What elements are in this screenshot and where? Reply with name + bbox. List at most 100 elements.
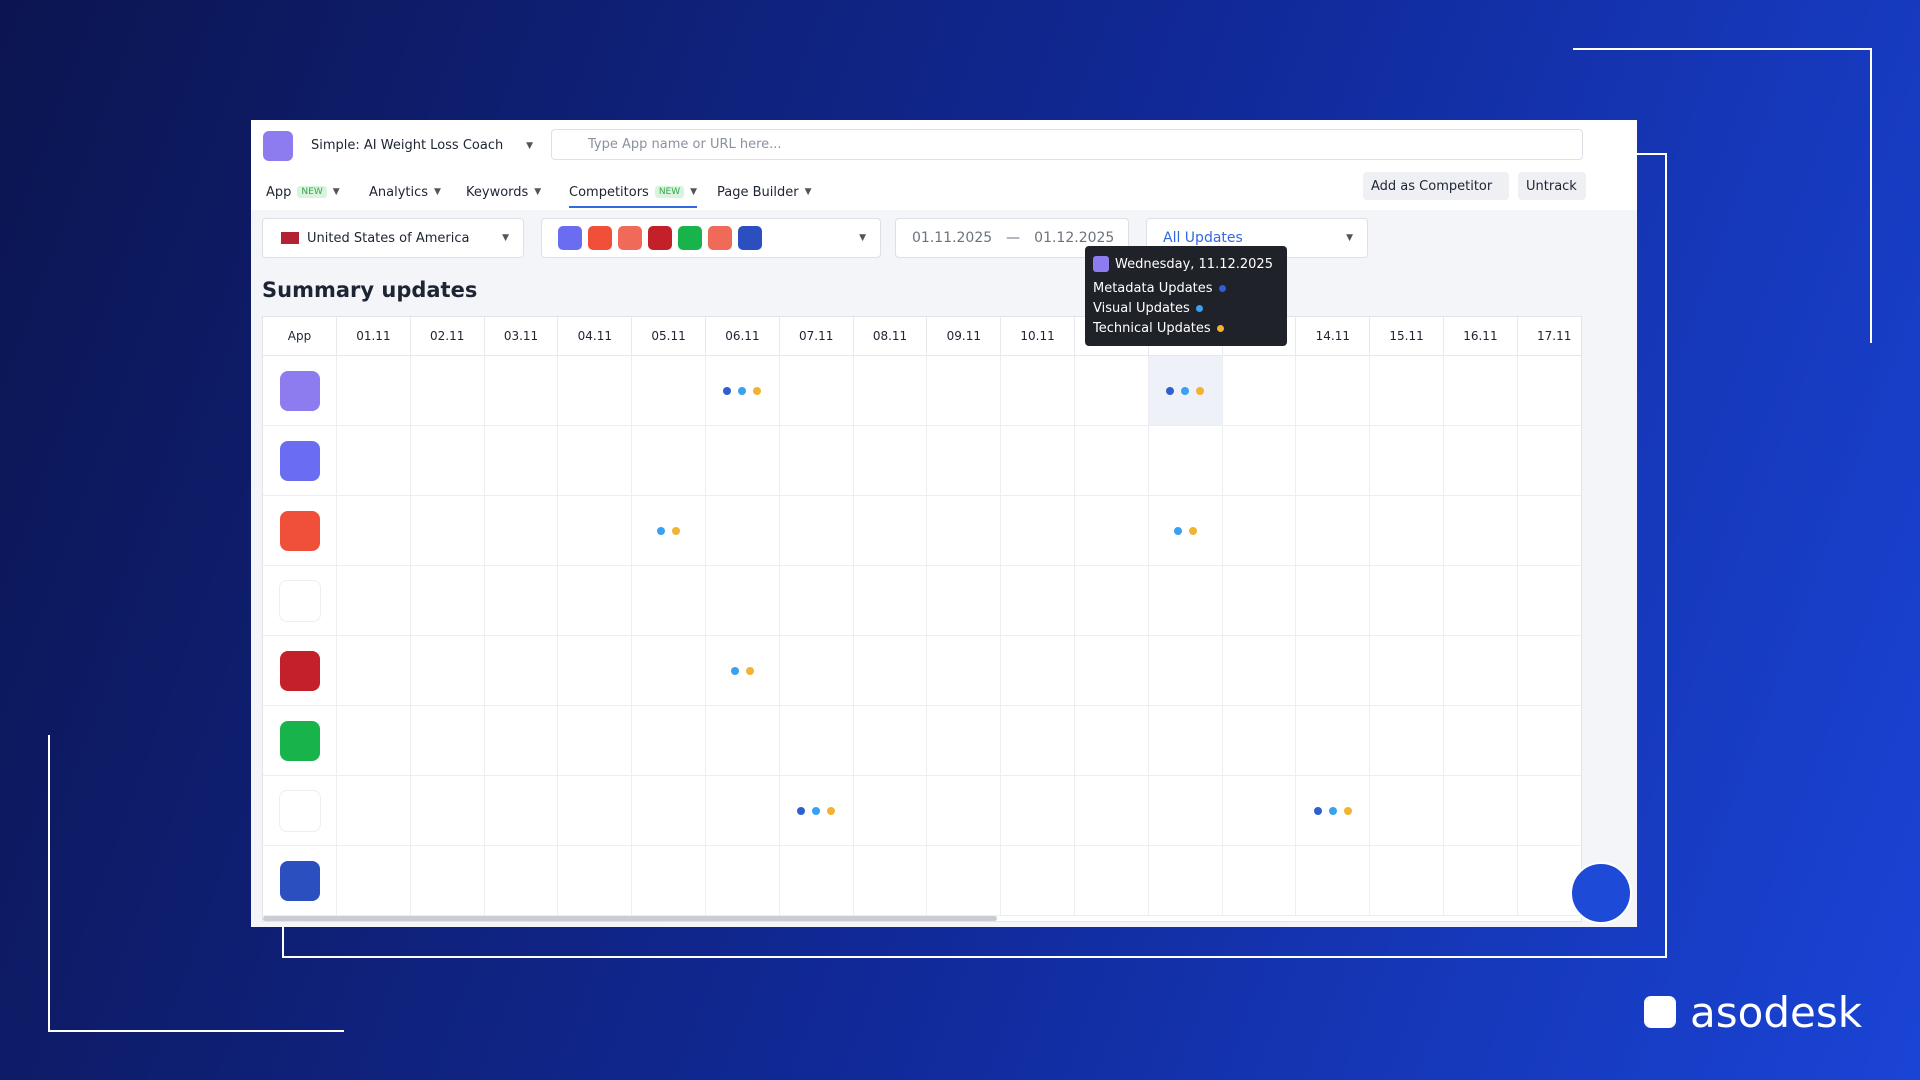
cell	[1222, 776, 1297, 846]
nav-item[interactable]: Keywords ▼	[466, 178, 541, 206]
update-dot	[730, 666, 739, 675]
update-dot	[1173, 526, 1182, 535]
cell	[1075, 566, 1149, 636]
untrack-button[interactable]: Untrack	[1518, 172, 1586, 200]
cell	[779, 706, 854, 776]
tooltip-row: Technical Updates	[1093, 318, 1279, 338]
app-name: Simple: AI Weight Loss Coach	[311, 138, 504, 153]
cell	[706, 846, 780, 916]
cell	[927, 426, 1002, 496]
cell	[1001, 846, 1075, 916]
nav-label: Page Builder	[717, 184, 799, 200]
column-header: 04.11	[558, 317, 633, 356]
cell	[1222, 356, 1297, 426]
nav-label: Keywords	[466, 184, 529, 200]
decor-line	[48, 1030, 344, 1032]
cell	[632, 426, 706, 496]
column-header: 15.11	[1370, 317, 1444, 356]
competitor-select[interactable]: ▼	[541, 218, 881, 258]
column-header: 16.11	[1444, 317, 1518, 356]
decor-line	[1573, 48, 1871, 50]
cell	[337, 636, 411, 706]
cell	[1444, 636, 1518, 706]
cell	[1444, 356, 1518, 426]
cell	[853, 356, 928, 426]
nav-item[interactable]: Page Builder ▼	[717, 178, 812, 206]
cell	[632, 706, 706, 776]
cell	[484, 496, 559, 566]
caret: ▼	[690, 187, 698, 197]
cell	[410, 706, 485, 776]
app-cell	[263, 776, 337, 846]
nav-item[interactable]: App NEW ▼	[266, 178, 340, 206]
nav-item[interactable]: Analytics ▼	[369, 178, 441, 206]
cell	[337, 846, 411, 916]
cell	[1296, 426, 1371, 496]
updates-table: App 01.11 02.11 03.11 04.11 05.11 06.11 07.11 08…	[262, 316, 1582, 922]
cell	[484, 706, 559, 776]
app-icon	[278, 789, 321, 832]
cell	[706, 356, 780, 426]
search-box[interactable]: Type App name or URL here...	[551, 129, 1583, 160]
update-dot	[1313, 806, 1322, 815]
cell	[1075, 706, 1149, 776]
cell	[706, 426, 780, 496]
cell	[853, 566, 928, 636]
update-dot	[827, 806, 836, 815]
competitor-icon	[558, 226, 582, 250]
cell	[1370, 706, 1444, 776]
cell	[337, 356, 411, 426]
update-dot	[1181, 386, 1190, 395]
app-icon	[279, 510, 320, 551]
competitor-icon	[738, 226, 762, 250]
cell	[927, 636, 1002, 706]
caret: ▼	[859, 233, 866, 243]
date-separator: —	[1006, 230, 1021, 246]
cell	[1075, 496, 1149, 566]
cell	[1075, 776, 1149, 846]
cell	[632, 356, 706, 426]
search-placeholder: Type App name or URL here...	[588, 137, 782, 152]
cell	[1296, 706, 1371, 776]
country-select[interactable]: United States of America ▼	[262, 218, 524, 258]
cell	[1444, 496, 1518, 566]
caret: ▼	[332, 187, 340, 197]
update-dot	[738, 386, 747, 395]
column-header: 02.11	[410, 317, 485, 356]
cell	[484, 846, 559, 916]
caret: ▼	[804, 187, 812, 197]
competitor-icon	[648, 226, 672, 250]
country: United States of America	[307, 230, 470, 246]
update-dot	[672, 526, 681, 535]
cell	[1148, 636, 1223, 706]
cell	[1001, 706, 1075, 776]
cell	[632, 846, 706, 916]
cell	[1517, 846, 1581, 916]
cell	[779, 566, 854, 636]
cell	[1444, 776, 1518, 846]
chat-button[interactable]	[1570, 862, 1632, 924]
app-icon	[263, 131, 293, 161]
tooltip-date: Wednesday, 11.12.2025	[1115, 256, 1273, 272]
app-cell	[263, 356, 337, 426]
cell	[484, 776, 559, 846]
update-dot	[812, 806, 821, 815]
brand-logo	[1644, 996, 1676, 1028]
competitor-icon	[618, 226, 642, 250]
cell	[410, 636, 485, 706]
cell	[1296, 846, 1371, 916]
cell	[779, 496, 854, 566]
cell	[1296, 496, 1371, 566]
date-range[interactable]: 01.11.2025 — 01.12.2025	[895, 218, 1129, 258]
cell	[410, 356, 485, 426]
cell	[558, 566, 633, 636]
app-selector[interactable]: Simple: AI Weight Loss Coach ▼	[299, 131, 541, 160]
update-type: All Updates	[1163, 230, 1243, 246]
nav-item[interactable]: Competitors NEW ▼	[569, 178, 698, 208]
cell	[927, 706, 1002, 776]
app-cell	[263, 846, 337, 916]
competitor-icon	[678, 226, 702, 250]
cell	[1075, 426, 1149, 496]
add-competitor-button[interactable]: Add as Competitor	[1363, 172, 1509, 200]
cell	[853, 706, 928, 776]
